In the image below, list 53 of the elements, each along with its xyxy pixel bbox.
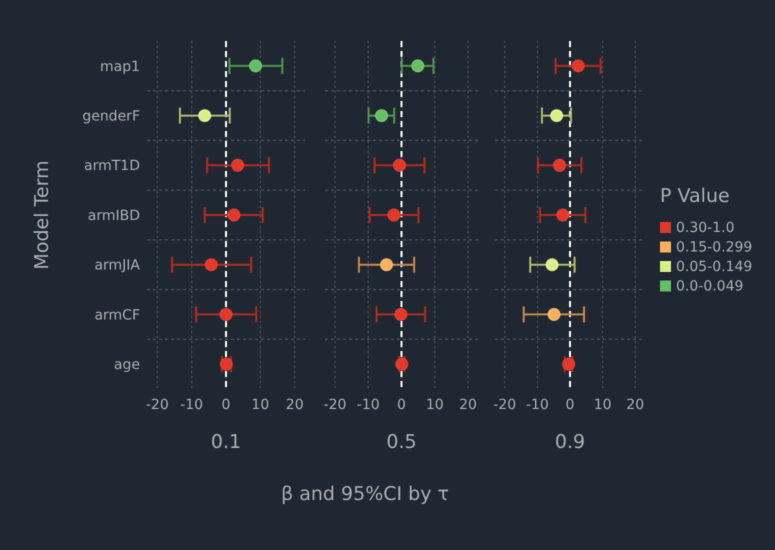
- legend-label: 0.0-0.049: [676, 278, 744, 294]
- legend-label: 0.05-0.149: [676, 259, 752, 275]
- point: [395, 358, 408, 371]
- point: [387, 208, 400, 222]
- y-axis-title: Model Term: [31, 160, 53, 270]
- legend-label: 0.30-1.0: [676, 220, 734, 236]
- point: [556, 208, 570, 222]
- point: [394, 308, 408, 322]
- y-tick-label: age: [114, 357, 140, 374]
- text: 0.9: [554, 431, 586, 453]
- y-tick-label: armJIA: [94, 258, 140, 274]
- point: [198, 108, 212, 122]
- point: [220, 358, 233, 371]
- x-tick-label: 10: [594, 397, 612, 413]
- point: [219, 308, 233, 322]
- text: 0.1: [210, 431, 242, 453]
- point: [231, 158, 244, 172]
- x-tick-label: -20: [493, 397, 516, 413]
- x-tick-label: 0: [566, 397, 574, 413]
- point: [227, 208, 240, 222]
- x-tick-label: -10: [526, 397, 549, 413]
- legend-title: P Value: [660, 185, 730, 207]
- x-tick-label: -20: [146, 397, 169, 413]
- y-tick-label: armCF: [94, 307, 140, 324]
- point: [562, 358, 576, 371]
- x-tick-label: 20: [626, 397, 644, 413]
- point: [572, 59, 585, 72]
- x-tick-label: 10: [251, 397, 270, 413]
- point: [248, 59, 262, 72]
- y-tick-label: armT1D: [84, 158, 140, 174]
- point: [550, 108, 564, 122]
- x-tick-label: 0: [222, 397, 230, 413]
- point: [204, 258, 218, 272]
- y-tick-label: genderF: [82, 108, 140, 124]
- x-tick-label: 20: [286, 397, 304, 413]
- point: [547, 308, 561, 322]
- point: [380, 258, 394, 272]
- point: [545, 258, 559, 272]
- point: [411, 59, 424, 72]
- x-tick-label: -10: [180, 397, 204, 413]
- x-tick-label: 10: [426, 397, 444, 413]
- y-tick-label: armIBD: [88, 208, 140, 224]
- legend-label: 0.15-0.299: [676, 240, 752, 256]
- point: [374, 108, 388, 122]
- point: [392, 158, 406, 172]
- x-tick-label: 0: [397, 397, 406, 413]
- y-tick-label: map1: [100, 58, 140, 75]
- x-tick-label: -20: [324, 397, 346, 413]
- x-tick-label: -10: [356, 397, 380, 413]
- x-tick-label: 20: [459, 397, 477, 413]
- point: [552, 158, 566, 172]
- text: 0.5: [386, 431, 417, 453]
- x-axis-title: β and 95%CI by τ: [281, 483, 449, 505]
